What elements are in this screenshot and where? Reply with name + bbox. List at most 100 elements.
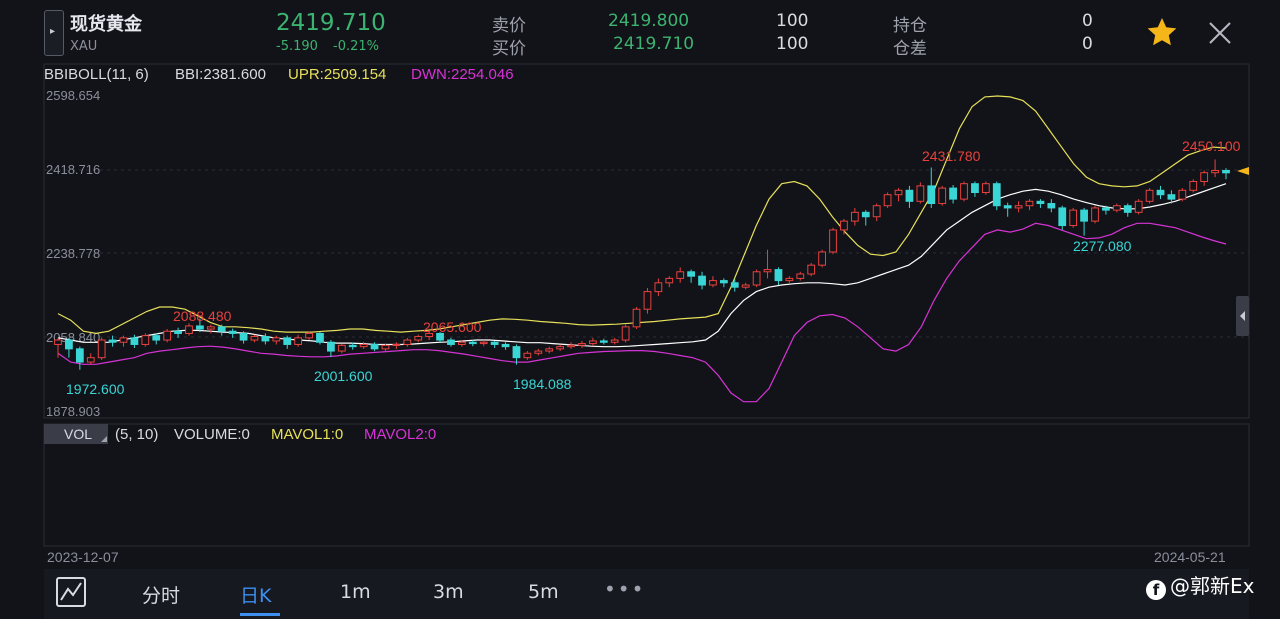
period-tab-bar: 分时 日K 1m 3m 5m ••• <box>44 569 1249 619</box>
tab-3m[interactable]: 3m <box>433 581 464 603</box>
candle-body <box>894 189 903 196</box>
close-icon[interactable] <box>1205 18 1235 48</box>
candle-body <box>578 343 586 346</box>
chevron-left-icon <box>1240 311 1245 321</box>
candle-body <box>556 346 565 350</box>
candle-body <box>960 183 968 200</box>
candle-body <box>763 269 772 273</box>
bbi-line <box>57 183 1227 348</box>
candle-body <box>392 343 401 346</box>
candle-body <box>512 346 521 359</box>
price-panel-frame <box>43 63 1250 419</box>
side-collapse-button[interactable] <box>1236 296 1249 336</box>
buy-price: 2419.710 <box>613 34 695 54</box>
candle-body <box>370 343 379 350</box>
candle-body <box>97 339 106 359</box>
candle-body <box>327 341 335 352</box>
candle-body <box>130 337 139 345</box>
sell-label: 卖价 <box>492 16 526 36</box>
candle-body <box>141 335 150 345</box>
candle-body <box>621 326 630 341</box>
candle-body <box>785 277 794 282</box>
chart-type-icon[interactable] <box>56 577 86 607</box>
candle-body <box>1069 209 1078 227</box>
y-tick: 2598.654 <box>46 88 100 103</box>
candle-body <box>840 220 848 231</box>
more-tabs-button[interactable]: ••• <box>604 577 646 601</box>
candle-body <box>807 264 816 275</box>
candle-body <box>523 352 532 359</box>
candle-body <box>1102 207 1110 211</box>
kline-chart[interactable]: BBIBOLL(11, 6) BBI:2381.600 UPR:2509.154… <box>0 60 1280 570</box>
candle-body <box>971 183 979 194</box>
vol-volume: VOLUME:0 <box>174 426 250 443</box>
candle-body <box>1167 194 1176 200</box>
candle-body <box>643 291 652 310</box>
candle-body <box>938 187 947 205</box>
star-icon[interactable] <box>1146 16 1178 48</box>
end-date: 2024-05-21 <box>1154 549 1226 565</box>
position-diff-value: 0 <box>1082 34 1093 54</box>
position-diff-label: 仓差 <box>893 39 927 59</box>
candle-body <box>250 336 259 341</box>
candle-body <box>206 326 215 330</box>
candle-body <box>796 273 805 279</box>
candle-body <box>65 339 73 350</box>
candle-body <box>447 339 455 345</box>
candle-body <box>916 185 925 202</box>
candle-body <box>305 332 313 339</box>
sell-price: 2419.800 <box>608 11 690 31</box>
high-annotation: 2431.780 <box>922 148 981 164</box>
low-annotation: 1972.600 <box>66 381 125 397</box>
candle-body <box>1123 205 1132 213</box>
vol-tag-button[interactable] <box>44 424 108 444</box>
candle-body <box>348 344 357 348</box>
position-value: 0 <box>1082 11 1093 31</box>
candle-body <box>1178 189 1187 200</box>
candle-body <box>610 339 619 343</box>
candle-body <box>949 187 957 200</box>
tab-daily-k[interactable]: 日K <box>240 585 272 607</box>
candle-body <box>1047 203 1056 209</box>
tab-timeshare[interactable]: 分时 <box>142 585 181 607</box>
high-annotation: 2065.600 <box>423 319 482 335</box>
vol-mavol2: MAVOL2:0 <box>364 426 436 443</box>
start-date: 2023-12-07 <box>47 549 119 565</box>
candle-body <box>501 343 510 348</box>
candle-body <box>239 332 248 341</box>
candle-body <box>774 269 783 282</box>
high-annotation: 2088.480 <box>173 308 232 324</box>
candle-body <box>414 336 423 341</box>
candle-body <box>1112 205 1121 211</box>
candles-group <box>54 159 1230 370</box>
candle-body <box>905 189 914 202</box>
candle-body <box>1025 200 1034 207</box>
tab-5m[interactable]: 5m <box>528 581 559 603</box>
buy-label: 买价 <box>492 39 526 59</box>
candle-body <box>829 229 837 253</box>
price-annotations: 2088.480 1972.600 2001.600 2065.600 1984… <box>66 138 1241 397</box>
indicator-bbi-label: BBI:2381.600 <box>175 66 266 83</box>
indicator-dwn-label: DWN:2254.046 <box>411 66 514 83</box>
y-tick: 1878.903 <box>46 404 100 419</box>
candle-body <box>1058 207 1067 227</box>
vol-tag-label: VOL <box>64 426 92 442</box>
candle-body <box>741 284 750 288</box>
candle-body <box>981 183 990 194</box>
candle-body <box>654 282 663 293</box>
tab-1m[interactable]: 1m <box>340 581 371 603</box>
indicator-upr-label: UPR:2509.154 <box>288 66 386 83</box>
candle-body <box>1145 189 1154 202</box>
candle-body <box>719 280 728 284</box>
last-price: 2419.710 <box>276 10 386 36</box>
candle-body <box>752 271 761 286</box>
candle-body <box>228 330 237 334</box>
expand-panel-button[interactable]: ▸ <box>44 10 64 56</box>
watermark: f @郭新Ex <box>1146 570 1254 600</box>
candle-body <box>403 339 412 345</box>
candle-body <box>54 339 62 345</box>
candle-body <box>709 280 717 286</box>
candle-body <box>316 332 324 343</box>
candle-body <box>436 332 444 341</box>
candle-body <box>185 325 193 334</box>
